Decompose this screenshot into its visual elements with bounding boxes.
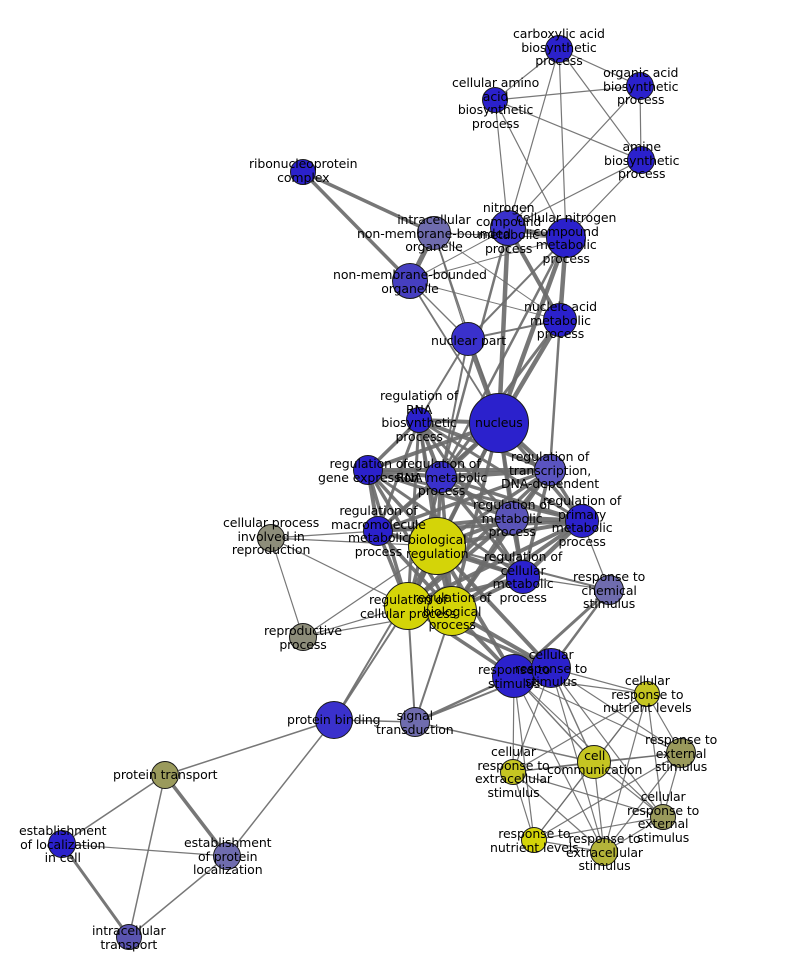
graph-node-organic-acid-biosynthetic-process[interactable] xyxy=(626,72,654,100)
graph-node-regulation-of-RNA-metabolic-process[interactable] xyxy=(425,461,457,493)
graph-node-response-to-stimulus[interactable] xyxy=(492,654,536,698)
graph-node-cellular-nitrogen-compound-metabolic-process[interactable] xyxy=(546,218,586,258)
graph-edge xyxy=(507,48,560,229)
graph-edge xyxy=(440,338,469,478)
graph-edge xyxy=(494,99,509,229)
graph-edge xyxy=(494,99,642,161)
graph-edge xyxy=(507,159,642,229)
graph-node-regulation-of-metabolic-process[interactable] xyxy=(495,501,529,535)
graph-node-regulation-of-macromolecule-metabolic-process[interactable] xyxy=(363,516,393,546)
graph-edge xyxy=(533,752,682,841)
graph-edge xyxy=(128,855,228,938)
graph-edge xyxy=(512,693,648,773)
graph-node-intracellular-transport[interactable] xyxy=(116,924,142,950)
graph-edge xyxy=(61,774,166,845)
graph-edge xyxy=(550,667,664,818)
graph-node-nitrogen-compound-metabolic-process[interactable] xyxy=(490,210,526,246)
graph-edge xyxy=(333,545,438,721)
graph-edge xyxy=(467,237,567,340)
graph-edge xyxy=(366,468,584,523)
graph-node-nucleus[interactable] xyxy=(469,393,529,453)
graph-edge xyxy=(433,232,561,321)
graph-node-cellular-response-to-nutrient-levels[interactable] xyxy=(634,681,660,707)
graph-edge xyxy=(414,721,595,763)
graph-edge xyxy=(164,719,335,776)
graph-edge xyxy=(270,530,379,539)
graph-edge xyxy=(128,774,166,938)
graph-edge xyxy=(270,537,409,607)
graph-node-regulation-of-RNA-biosynthetic-process[interactable] xyxy=(406,407,432,433)
graph-node-response-to-extracellular-stimulus[interactable] xyxy=(590,838,618,866)
graph-node-biological-regulation[interactable] xyxy=(408,517,466,575)
graph-edge xyxy=(226,719,335,857)
graph-edge xyxy=(513,675,535,841)
graph-node-regulation-of-transcription-DNA-dependent[interactable] xyxy=(534,454,566,486)
graph-node-response-to-external-stimulus[interactable] xyxy=(666,738,696,768)
graph-node-non-membrane-bounded-organelle[interactable] xyxy=(392,263,428,299)
graph-node-reproductive-process[interactable] xyxy=(289,623,317,651)
graph-edge xyxy=(512,771,605,853)
graph-node-nuclear-part[interactable] xyxy=(451,322,485,356)
graph-node-cellular-response-to-extracellular-stimulus[interactable] xyxy=(500,759,526,785)
graph-edge xyxy=(494,85,641,101)
graph-node-cellular-process-involved-in-reproduction[interactable] xyxy=(257,524,285,552)
graph-node-establishment-of-protein-localization[interactable] xyxy=(213,842,241,870)
graph-node-intracellular-non-membrane-bounded-organelle[interactable] xyxy=(417,216,451,250)
graph-edge xyxy=(533,816,664,841)
graph-node-protein-transport[interactable] xyxy=(151,761,179,789)
graph-node-establishment-of-localization-in-cell[interactable] xyxy=(48,830,76,858)
graph-edge xyxy=(406,418,421,608)
graph-node-ribonucleoprotein-complex[interactable] xyxy=(290,159,316,185)
graph-edge xyxy=(270,537,304,638)
graph-edge xyxy=(548,318,562,472)
graph-node-nucleic-acid-metabolic-process[interactable] xyxy=(543,303,577,337)
graph-node-signal-transduction[interactable] xyxy=(400,707,430,737)
graph-edge xyxy=(496,225,511,426)
graph-node-cellular-response-to-external-stimulus[interactable] xyxy=(650,804,676,830)
graph-node-cell-communication[interactable] xyxy=(577,745,611,779)
graph-node-response-to-chemical-stimulus[interactable] xyxy=(594,575,624,605)
graph-edge xyxy=(496,235,569,426)
graph-node-cellular-amino-acid-biosynthetic-process[interactable] xyxy=(482,87,508,113)
graph-node-regulation-of-cellular-process[interactable] xyxy=(384,582,432,630)
graph-node-carboxylic-acid-biosynthetic-process[interactable] xyxy=(545,35,573,63)
graph-edge xyxy=(301,170,412,283)
graph-node-amine-biosynthetic-process[interactable] xyxy=(627,146,655,174)
graph-edge xyxy=(558,48,567,239)
graph-edge xyxy=(603,693,648,853)
graph-edge xyxy=(550,667,682,754)
graph-edge xyxy=(301,170,436,235)
graph-edge xyxy=(494,99,567,239)
graph-edge xyxy=(409,280,561,321)
graph-edge xyxy=(376,418,421,533)
graph-edge xyxy=(61,843,228,857)
graph-node-response-to-nutrient-levels[interactable] xyxy=(521,827,547,853)
graph-node-regulation-of-primary-metabolic-process[interactable] xyxy=(565,504,599,538)
graph-edge xyxy=(409,237,567,282)
graph-edge xyxy=(507,85,641,229)
graph-node-protein-binding[interactable] xyxy=(315,701,353,739)
graph-node-regulation-of-gene-expression[interactable] xyxy=(353,455,383,485)
graph-edge xyxy=(513,675,605,853)
graph-edge xyxy=(60,842,131,939)
graph-edge xyxy=(603,752,682,853)
graph-node-regulation-of-cellular-metabolic-process[interactable] xyxy=(506,560,540,594)
graph-edge xyxy=(512,771,664,818)
graph-edge xyxy=(163,773,229,858)
graph-edge xyxy=(439,475,584,523)
graph-node-regulation-of-biological-process[interactable] xyxy=(427,586,477,636)
graph-edge xyxy=(558,48,642,161)
graph-node-cellular-response-to-stimulus[interactable] xyxy=(531,648,571,688)
graph-edge xyxy=(366,468,514,520)
